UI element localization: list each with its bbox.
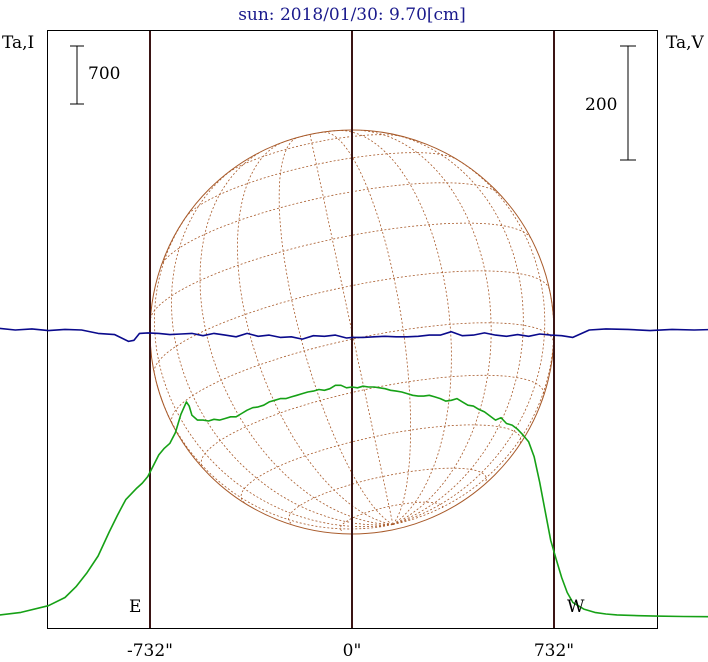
meridian-line: [392, 289, 555, 525]
parallel-line: [225, 134, 405, 175]
chart-title: sun: 2018/01/30: 9.70[cm]: [238, 5, 466, 25]
limb-lines: [149, 31, 555, 628]
series-line-ta-i: [0, 384, 708, 618]
series-lines: [0, 327, 708, 618]
meridian-line: [171, 166, 393, 526]
meridian-line: [153, 208, 393, 528]
right-scale-bar: [620, 45, 636, 161]
parallel-line: [339, 501, 444, 531]
meridian-line: [361, 130, 492, 525]
meridian-line: [309, 134, 394, 525]
parallel-line: [160, 182, 499, 267]
left-scale-bar: [70, 45, 84, 105]
left-scale-label: 700: [88, 64, 120, 84]
left-axis-label: Ta,I: [2, 33, 34, 53]
meridian-line: [278, 137, 394, 525]
parallel-line: [153, 270, 550, 373]
right-axis-label: Ta,V: [666, 33, 705, 53]
x-tick-label: -732": [127, 641, 173, 661]
meridian-line: [199, 151, 393, 525]
west-limb-label: W: [567, 597, 585, 617]
series-line-ta-v: [0, 327, 708, 343]
parallel-line: [185, 152, 456, 218]
x-axis-ticks: -1464"-732"0"732"1464": [127, 641, 574, 661]
x-tick-label: 732": [534, 641, 574, 661]
parallel-line: [171, 322, 554, 424]
parallel-line: [240, 424, 522, 504]
east-limb-label: E: [129, 597, 141, 617]
meridian-line: [335, 130, 452, 525]
meridian-line: [392, 153, 546, 525]
parallel-line: [150, 222, 532, 319]
parallel-line: [288, 467, 487, 524]
right-scale-label: 200: [585, 95, 617, 115]
meridian-line: [391, 133, 524, 525]
x-tick-label: 0": [343, 641, 362, 661]
meridian-line: [323, 131, 411, 525]
parallel-line: [200, 374, 545, 470]
meridian-line: [237, 141, 393, 525]
